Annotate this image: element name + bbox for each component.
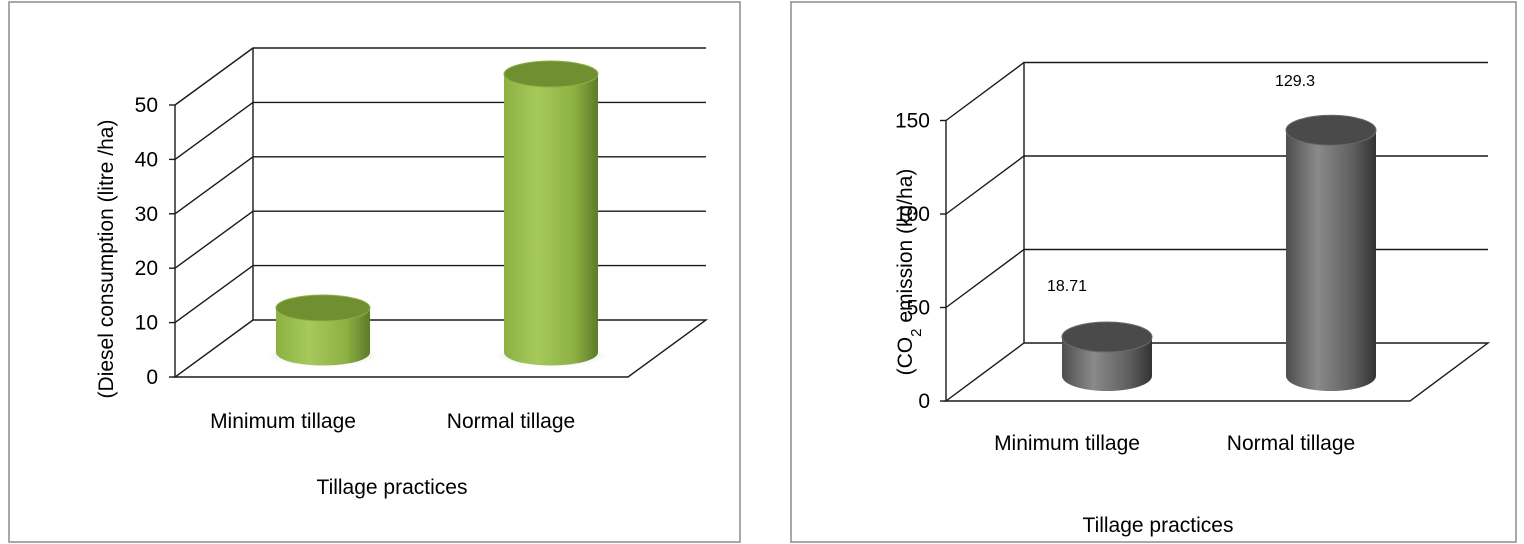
- data-label: 129.3: [1275, 73, 1315, 90]
- gridline: [174, 156, 706, 215]
- y-axis-title: (Diesel consumption (litre /ha): [95, 120, 118, 399]
- y-tick-labels: 0 10 20 30 40 50: [135, 94, 158, 389]
- bar: [1061, 321, 1153, 391]
- floor-plane: [943, 342, 1491, 402]
- y-tick-label: 40: [135, 148, 158, 171]
- y-tick-label: 0: [146, 366, 158, 389]
- category-labels: Minimum tillage Normal tillage: [210, 410, 575, 433]
- gridline: [174, 210, 706, 269]
- category-labels: Minimum tillage Normal tillage: [994, 432, 1355, 455]
- y-axis-title-prefix: (CO: [894, 337, 917, 376]
- bar-body: [1286, 130, 1376, 392]
- y-tick-labels: 0 50 100 150: [895, 110, 930, 414]
- y-axis-title-subscript: 2: [908, 329, 925, 337]
- gridline: [945, 248, 1488, 309]
- data-labels: 18.71 129.3: [1047, 73, 1315, 295]
- y-tick-label: 100: [895, 203, 930, 226]
- y-tick-label: 0: [918, 390, 930, 413]
- bar: [494, 60, 608, 367]
- bar: [1285, 114, 1377, 392]
- diesel-chart: 0 10 20 30 40 50 Minimum tillage Normal tillag…: [8, 1, 741, 543]
- bar-top: [275, 294, 371, 322]
- chart-frame: [8, 1, 741, 543]
- gridline: [945, 155, 1488, 215]
- x-axis-title: Tillage practices: [1083, 514, 1234, 537]
- y-tick-label: 50: [135, 94, 158, 117]
- chart-frame: [790, 1, 1517, 543]
- gridline: [174, 101, 706, 160]
- data-label: 18.71: [1047, 278, 1087, 295]
- co2-chart-panel: 0 50 100 150 Minimum tillage Normal tillage …: [790, 0, 1524, 544]
- bar: [266, 294, 380, 367]
- bar-body: [276, 307, 370, 366]
- y-axis-title-suffix: emission (kg/ha): [894, 169, 917, 329]
- bar-top: [1061, 321, 1153, 353]
- y-tick-label: 10: [135, 312, 158, 335]
- category-label: Minimum tillage: [210, 410, 356, 433]
- bar-top: [503, 60, 599, 88]
- gridline: [174, 264, 706, 324]
- gridline: [174, 47, 706, 106]
- y-axis-title: (CO2 emission (kg/ha): [894, 169, 925, 376]
- diesel-chart-panel: 0 10 20 30 40 50 Minimum tillage Normal tillag…: [0, 0, 748, 544]
- gridlines: [169, 47, 709, 378]
- bars: [1061, 114, 1377, 392]
- gridline: [945, 61, 1488, 122]
- category-label: Minimum tillage: [994, 432, 1140, 455]
- bars: [266, 60, 608, 367]
- bar-body: [504, 74, 598, 366]
- x-axis-title: Tillage practices: [317, 476, 468, 499]
- y-tick-label: 20: [135, 257, 158, 280]
- bar-top: [1285, 114, 1377, 146]
- floor-plane: [172, 319, 709, 378]
- gridlines: [940, 61, 1491, 402]
- category-label: Normal tillage: [1227, 432, 1355, 455]
- y-tick-label: 150: [895, 110, 930, 133]
- category-label: Normal tillage: [447, 410, 575, 433]
- y-tick-label: 50: [907, 297, 930, 320]
- y-tick-label: 30: [135, 203, 158, 226]
